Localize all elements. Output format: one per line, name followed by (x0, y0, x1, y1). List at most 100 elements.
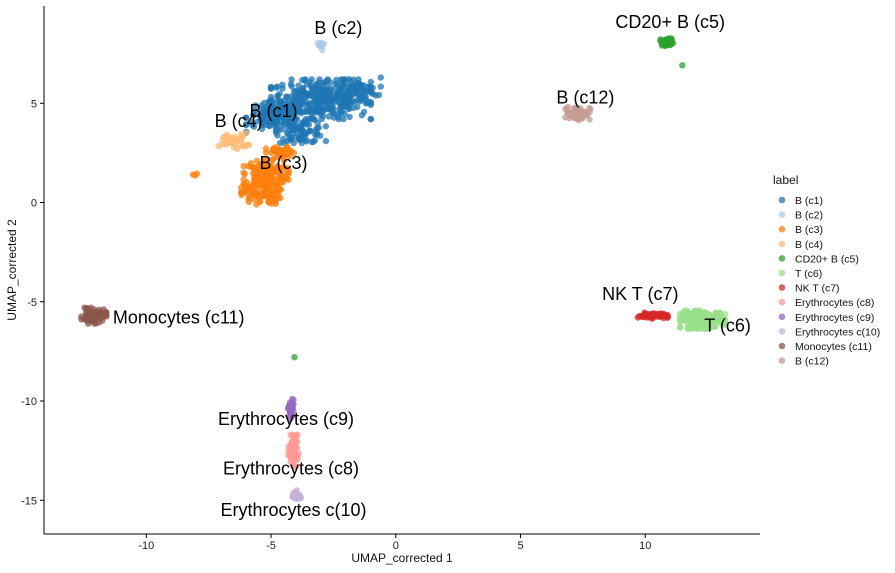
legend-title: label (773, 173, 798, 187)
legend-swatch (778, 196, 786, 204)
legend-swatch (778, 328, 786, 335)
cluster-label: B (c2) (314, 18, 362, 38)
cluster-label: CD20+ B (c5) (615, 12, 725, 32)
cluster-label: B (c1) (249, 101, 297, 121)
cluster-label: B (c3) (259, 153, 307, 173)
scatter-point (82, 313, 89, 320)
scatter-point (293, 463, 300, 470)
scatter-point (253, 175, 260, 182)
scatter-point (265, 178, 272, 186)
scatter-point (325, 113, 332, 120)
x-tick-label: -5 (266, 540, 276, 552)
cluster-points (289, 487, 305, 502)
scatter-point (721, 317, 729, 325)
cluster-points (314, 39, 328, 54)
scatter-point (265, 192, 272, 199)
scatter-point (295, 82, 302, 89)
y-tick-label: -5 (27, 297, 37, 309)
scatter-point (271, 181, 279, 188)
scatter-point (240, 176, 247, 183)
legend-label: B (c4) (795, 239, 823, 251)
scatter-point (91, 306, 98, 313)
scatter-point (235, 134, 243, 142)
scatter-point (568, 112, 575, 120)
scatter-point (274, 83, 281, 90)
scatter-point (249, 121, 256, 129)
scatter-point (289, 456, 296, 463)
scatter-point (245, 141, 252, 148)
scatter-point (279, 81, 286, 89)
x-axis-title: UMAP_corrected 1 (351, 551, 453, 565)
scatter-point (267, 84, 275, 92)
scatter-point (301, 130, 308, 137)
scatter-point (346, 113, 353, 121)
legend-label: Erythrocytes c(10) (795, 326, 880, 338)
scatter-point (696, 319, 704, 326)
scatter-point (679, 311, 687, 318)
cluster-label: Erythrocytes c(10) (220, 500, 366, 520)
scatter-point (266, 98, 273, 105)
scatter-point (377, 83, 384, 90)
points-layer (78, 35, 729, 502)
scatter-point (677, 317, 684, 324)
scatter-point (685, 312, 692, 320)
scatter-point (313, 107, 321, 114)
x-tick-label: 10 (639, 540, 651, 552)
legend-swatch (778, 269, 786, 277)
scatter-point (258, 115, 266, 122)
scatter-point (364, 88, 371, 95)
legend-swatch (778, 298, 786, 306)
scatter-point (306, 90, 313, 97)
legend-label: Monocytes (c11) (795, 341, 872, 353)
scatter-point (324, 83, 331, 91)
scatter-point (319, 100, 326, 108)
scatter-point (327, 79, 334, 86)
scatter-point (288, 83, 295, 90)
scatter-point (657, 312, 664, 319)
scatter-point (705, 317, 712, 325)
legend-label: T (c6) (795, 268, 822, 280)
scatter-point (375, 91, 383, 99)
scatter-point (332, 80, 340, 87)
scatter-point (285, 120, 293, 128)
scatter-point (293, 91, 300, 99)
scatter-point (298, 139, 305, 147)
scatter-point (252, 102, 259, 109)
scatter-point (352, 80, 359, 87)
scatter-point (277, 98, 284, 105)
scatter-point (292, 489, 299, 497)
y-tick-label: -15 (21, 495, 37, 507)
scatter-point (272, 146, 279, 154)
scatter-point (308, 138, 315, 146)
scatter-point (251, 185, 258, 192)
legend-swatch (778, 255, 786, 262)
scatter-point (272, 127, 280, 134)
scatter-point (253, 201, 260, 208)
scatter-point (317, 42, 324, 50)
scatter-point (341, 110, 348, 118)
scatter-point (257, 163, 265, 170)
scatter-point (651, 313, 658, 320)
legend-label: CD20+ B (c5) (795, 253, 859, 265)
scatter-point (266, 186, 273, 193)
legend-label: B (c2) (795, 210, 823, 222)
scatter-point (315, 124, 322, 131)
cluster-label: NK T (c7) (602, 284, 678, 304)
scatter-point (294, 455, 301, 463)
scatter-point (280, 135, 287, 143)
scatter-point (265, 165, 272, 172)
scatter-point (351, 98, 358, 105)
scatter-point (291, 354, 298, 361)
scatter-point (287, 115, 294, 123)
scatter-point (237, 184, 245, 191)
scatter-point (294, 431, 301, 438)
scatter-point (289, 441, 296, 448)
y-tick-label: -10 (21, 396, 37, 408)
scatter-point (587, 105, 594, 113)
legend: label B (c1) B (c2) B (c3) B (c4) CD20+ B (c… (773, 173, 880, 368)
cluster-points (215, 129, 252, 153)
scatter-point (315, 94, 322, 101)
scatter-point (285, 168, 292, 175)
scatter-point (237, 189, 245, 196)
